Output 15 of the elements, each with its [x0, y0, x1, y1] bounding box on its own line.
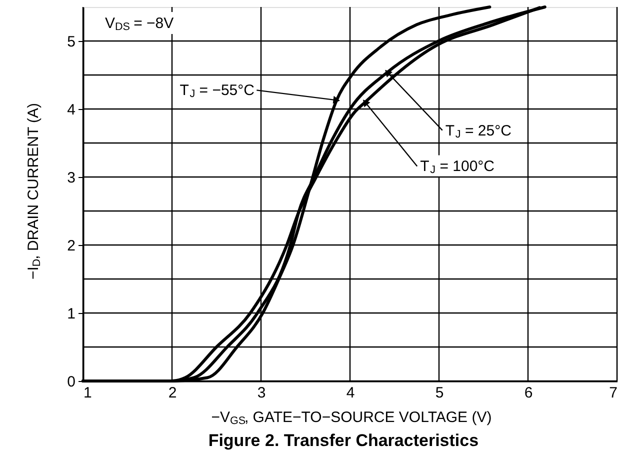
x-tick-label: 3 — [257, 384, 266, 402]
x-tick-label: 7 — [609, 384, 618, 402]
x-tick-label: 6 — [524, 384, 533, 402]
y-tick-label: 2 — [67, 238, 76, 254]
y-tick-label: 1 — [67, 306, 76, 322]
y-tick-label: 5 — [67, 34, 76, 50]
y-tick-label: 0 — [67, 374, 76, 390]
y-tick-label: 4 — [67, 102, 76, 118]
text: Figure 2. Transfer Characteristics — [208, 431, 479, 450]
y-axis-title: −ID, DRAIN CURRENT (A) — [25, 102, 43, 280]
y-tick-label: 3 — [67, 170, 76, 186]
x-tick-label: 1 — [84, 384, 92, 402]
x-tick-label: 5 — [435, 384, 444, 402]
x-tick-label: 4 — [346, 384, 355, 402]
x-tick-label: 2 — [168, 384, 177, 402]
